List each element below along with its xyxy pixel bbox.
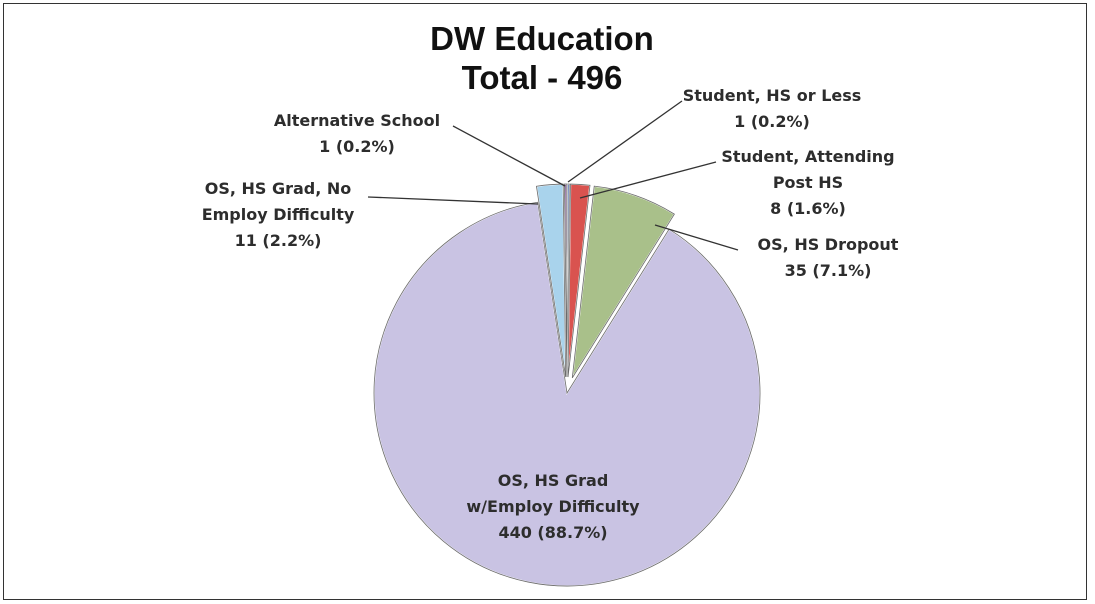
leader-line <box>654 224 739 251</box>
pie-slice-outline <box>564 183 568 378</box>
slice-label-line: w/Employ Difficulty <box>466 497 640 516</box>
pie-slice-outline <box>536 183 567 378</box>
slice-label: OS, HS Grad, No Employ Difficulty 11 (2.2%… <box>202 179 355 250</box>
slice-label-line: 1 (0.2%) <box>734 112 810 131</box>
slice-label-line: 1 (0.2%) <box>319 137 395 156</box>
slice-label: Student, Attending Post HS 8 (1.6%) <box>721 147 894 218</box>
pie-slice-outline <box>567 183 591 378</box>
slice-label-line: Post HS <box>773 173 843 192</box>
slice-label-line: 35 (7.1%) <box>785 261 872 280</box>
chart-subtitle: Total - 496 <box>462 59 623 96</box>
data-labels: Student, HS or Less 1 (0.2%) Student, Atte… <box>202 86 899 542</box>
chart-title: DW Education <box>430 20 654 57</box>
slice-label: Alternative School 1 (0.2%) <box>274 111 440 156</box>
slice-label-line: 440 (88.7%) <box>498 523 607 542</box>
slice-label: OS, HS Dropout 35 (7.1%) <box>758 235 899 280</box>
slice-label-line: 8 (1.6%) <box>770 199 846 218</box>
leader-line <box>367 196 539 205</box>
slice-label: Student, HS or Less 1 (0.2%) <box>683 86 862 131</box>
pie-slice-outline <box>373 201 761 587</box>
slice-label-line: Alternative School <box>274 111 440 130</box>
slice-label-line: Student, Attending <box>721 147 894 166</box>
slice-label-line: Employ Difficulty <box>202 205 355 224</box>
slice-label-line: OS, HS Dropout <box>758 235 899 254</box>
slice-label-line: OS, HS Grad <box>498 471 609 490</box>
pie-slice-outline <box>571 185 675 379</box>
slice-label-line: 11 (2.2%) <box>235 231 322 250</box>
leader-line <box>452 125 566 187</box>
slice-label-line: Student, HS or Less <box>683 86 862 105</box>
leader-line <box>579 161 717 199</box>
slice-label-line: OS, HS Grad, No <box>205 179 352 198</box>
slice-label: OS, HS Grad w/Employ Difficulty 440 (88.7%… <box>466 471 640 542</box>
chart-title-group: DW Education Total - 496 <box>430 20 654 96</box>
pie-slices <box>373 183 761 587</box>
leader-lines <box>367 100 739 251</box>
leader-line <box>567 100 683 183</box>
